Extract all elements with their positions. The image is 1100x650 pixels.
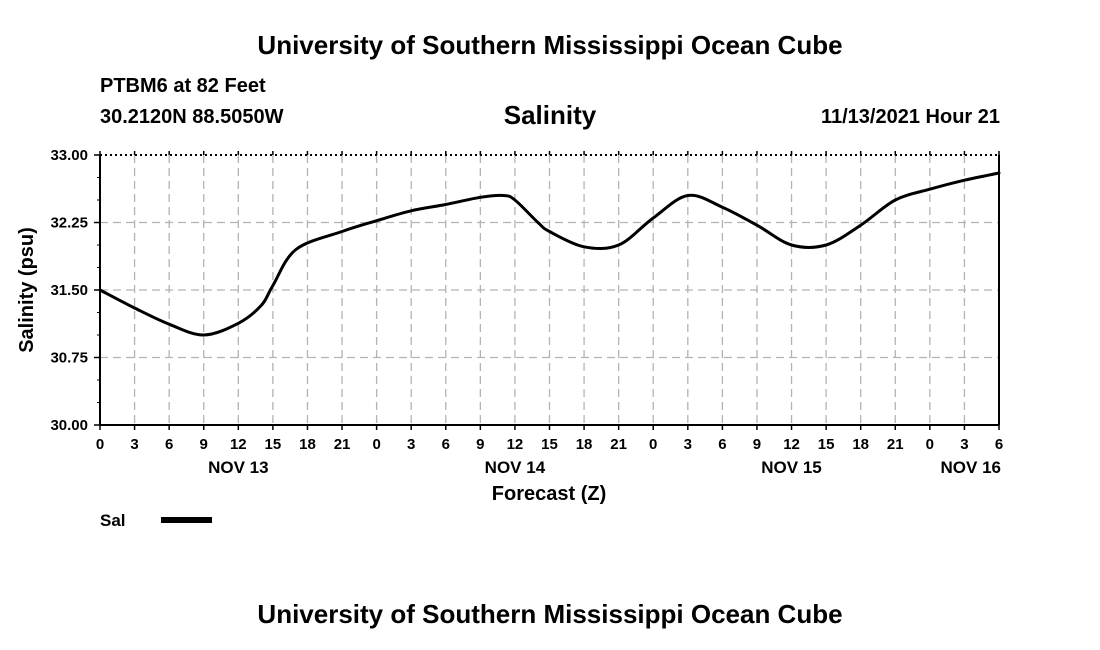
y-tick-label: 32.25 bbox=[50, 215, 88, 232]
x-tick-label: 9 bbox=[476, 436, 484, 453]
x-tick-label: 6 bbox=[165, 436, 173, 453]
x-tick-label: 12 bbox=[783, 436, 800, 453]
x-tick-label: 18 bbox=[299, 436, 316, 453]
legend: Sal bbox=[100, 511, 212, 530]
x-tick-label: 0 bbox=[649, 436, 657, 453]
series-line-sal bbox=[98, 171, 1001, 337]
x-tick-label: 0 bbox=[372, 436, 380, 453]
y-tick-label: 30.75 bbox=[50, 350, 88, 367]
y-axis-ticks: 30.00 30.75 31.50 32.25 33.00 bbox=[50, 147, 100, 434]
x-tick-label: 9 bbox=[200, 436, 208, 453]
x-tick-label: 6 bbox=[995, 436, 1003, 453]
forecast-timestamp: 11/13/2021 Hour 21 bbox=[820, 106, 1000, 128]
station-label: PTBM6 at 82 Feet bbox=[100, 75, 266, 97]
series-layer bbox=[98, 171, 1001, 337]
date-label: NOV 15 bbox=[761, 458, 821, 477]
page-title: University of Southern Mississippi Ocean… bbox=[257, 30, 843, 60]
x-tick-label: 18 bbox=[852, 436, 869, 453]
x-tick-label: 12 bbox=[230, 436, 247, 453]
x-tick-label: 3 bbox=[960, 436, 968, 453]
x-tick-label: 3 bbox=[684, 436, 692, 453]
date-label: NOV 13 bbox=[208, 458, 268, 477]
date-label: NOV 16 bbox=[941, 458, 1001, 477]
x-axis-label: Forecast (Z) bbox=[492, 483, 606, 505]
grid-lines bbox=[100, 155, 999, 425]
date-labels: NOV 13 NOV 14 NOV 15 NOV 16 bbox=[208, 458, 1001, 477]
x-tick-label: 18 bbox=[576, 436, 593, 453]
y-tick-label: 30.00 bbox=[50, 417, 88, 434]
x-tick-label: 12 bbox=[507, 436, 524, 453]
x-tick-label: 6 bbox=[718, 436, 726, 453]
x-tick-label: 9 bbox=[753, 436, 761, 453]
x-tick-label: 21 bbox=[887, 436, 904, 453]
x-tick-label: 6 bbox=[442, 436, 450, 453]
x-tick-label: 15 bbox=[541, 436, 558, 453]
x-tick-label: 21 bbox=[334, 436, 351, 453]
legend-label: Sal bbox=[100, 511, 126, 530]
y-tick-label: 31.50 bbox=[50, 282, 88, 299]
x-tick-label: 3 bbox=[130, 436, 138, 453]
station-coordinates: 30.2120N 88.5050W bbox=[100, 106, 284, 128]
footer-title: University of Southern Mississippi Ocean… bbox=[257, 599, 843, 629]
x-tick-label: 0 bbox=[926, 436, 934, 453]
x-tick-label: 21 bbox=[610, 436, 627, 453]
y-axis-label: Salinity (psu) bbox=[16, 227, 38, 353]
x-tick-label: 3 bbox=[407, 436, 415, 453]
chart-title: Salinity bbox=[503, 100, 597, 130]
x-axis-ticks: 0 3 6 9 12 15 18 21 0 3 6 9 12 15 18 21 0 3 6 9 12 15 18 21 0 3 6 bbox=[96, 425, 1003, 453]
x-tick-label: 15 bbox=[265, 436, 282, 453]
x-tick-label: 15 bbox=[818, 436, 835, 453]
y-tick-label: 33.00 bbox=[50, 147, 88, 164]
x-tick-label: 0 bbox=[96, 436, 104, 453]
date-label: NOV 14 bbox=[485, 458, 546, 477]
